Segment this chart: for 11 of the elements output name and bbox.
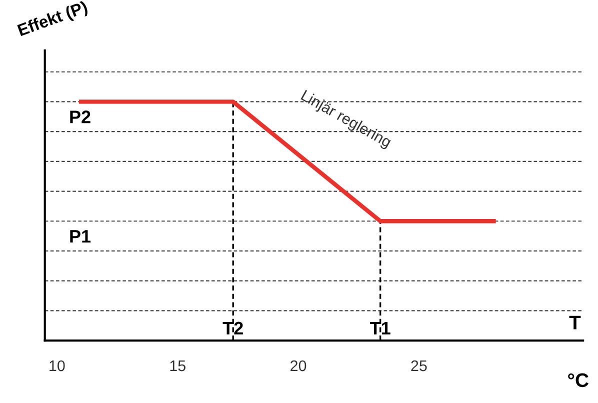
x-tick-label: 20 bbox=[290, 360, 306, 372]
ref-line-label: T1 bbox=[370, 322, 390, 334]
x-tick-label: 25 bbox=[411, 360, 427, 372]
ref-line-label: T2 bbox=[222, 322, 243, 334]
x-axis-title: T bbox=[569, 316, 581, 330]
annotation: P1 bbox=[70, 230, 91, 243]
annotation: P2 bbox=[70, 110, 90, 124]
x-tick-label: 15 bbox=[170, 360, 186, 372]
y-axis-title: Effekt (P) bbox=[16, 0, 90, 40]
text: °C bbox=[568, 373, 588, 388]
x-tick-label: 10 bbox=[50, 360, 65, 372]
